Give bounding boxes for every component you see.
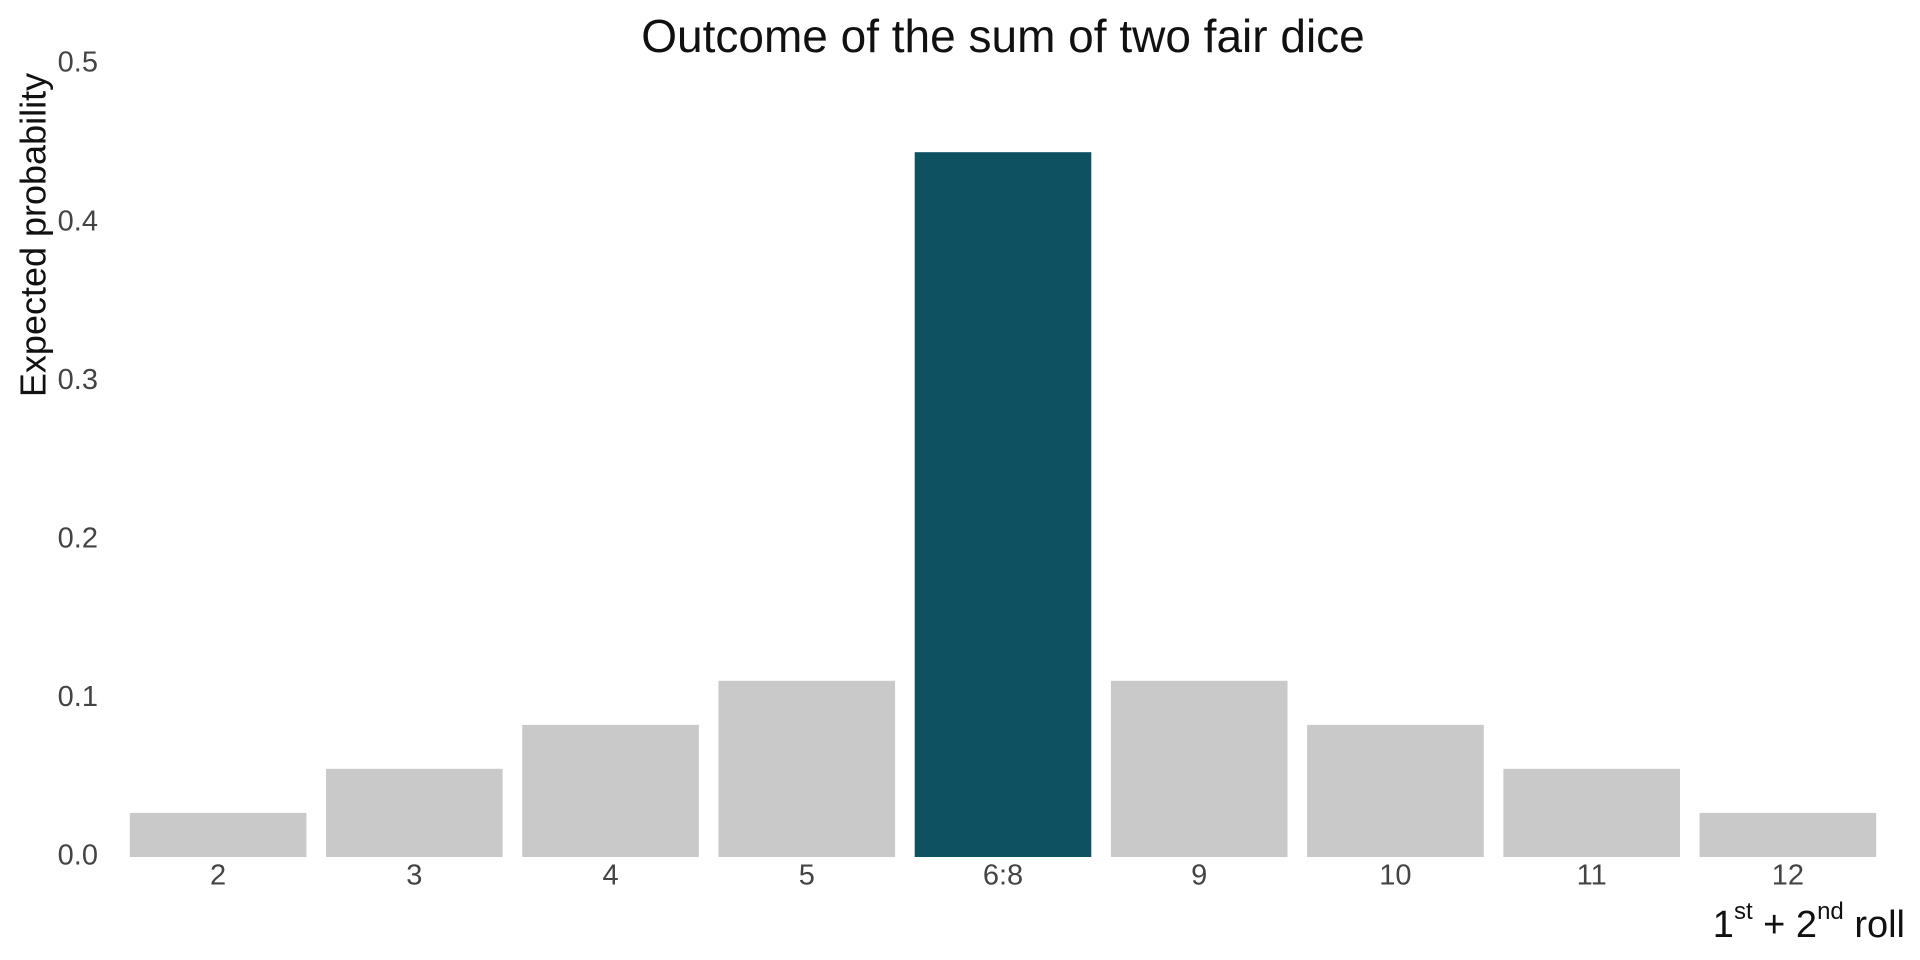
x-axis-label-part: + 2 — [1753, 904, 1817, 946]
bar — [1503, 768, 1680, 857]
x-tick-label: 3 — [406, 860, 422, 892]
y-tick-label: 0.1 — [58, 681, 98, 713]
bar — [1699, 812, 1877, 857]
x-axis-label: 1st + 2nd roll — [1713, 898, 1905, 946]
x-tick-label: 12 — [1772, 860, 1804, 892]
bar — [914, 152, 1092, 858]
y-tick-label: 0.3 — [58, 364, 98, 396]
y-tick-label: 0.2 — [58, 522, 98, 554]
x-tick-label: 11 — [1577, 860, 1607, 892]
bar — [129, 812, 307, 857]
bar — [326, 768, 503, 857]
x-axis-label-part: 1 — [1713, 904, 1734, 946]
x-tick-label: 9 — [1191, 860, 1207, 892]
x-tick-label: 10 — [1379, 860, 1411, 892]
bar — [1110, 680, 1288, 857]
x-axis-label-sup: st — [1734, 898, 1753, 925]
y-tick-label: 0.4 — [58, 205, 98, 237]
y-tick-label: 0.0 — [58, 840, 98, 872]
x-tick-label: 4 — [602, 860, 618, 892]
bar — [1307, 724, 1484, 857]
x-tick-label: 5 — [799, 860, 815, 892]
bar — [718, 680, 896, 857]
chart-title: Outcome of the sum of two fair dice — [641, 10, 1365, 62]
y-axis-label: Expected probability — [13, 73, 54, 397]
x-axis-label-part: roll — [1844, 904, 1905, 946]
x-tick-label: 2 — [210, 860, 226, 892]
bar — [522, 724, 699, 857]
y-tick-label: 0.5 — [58, 47, 98, 79]
x-tick-label: 6:8 — [983, 860, 1023, 892]
x-axis-label-sup: nd — [1817, 898, 1844, 925]
